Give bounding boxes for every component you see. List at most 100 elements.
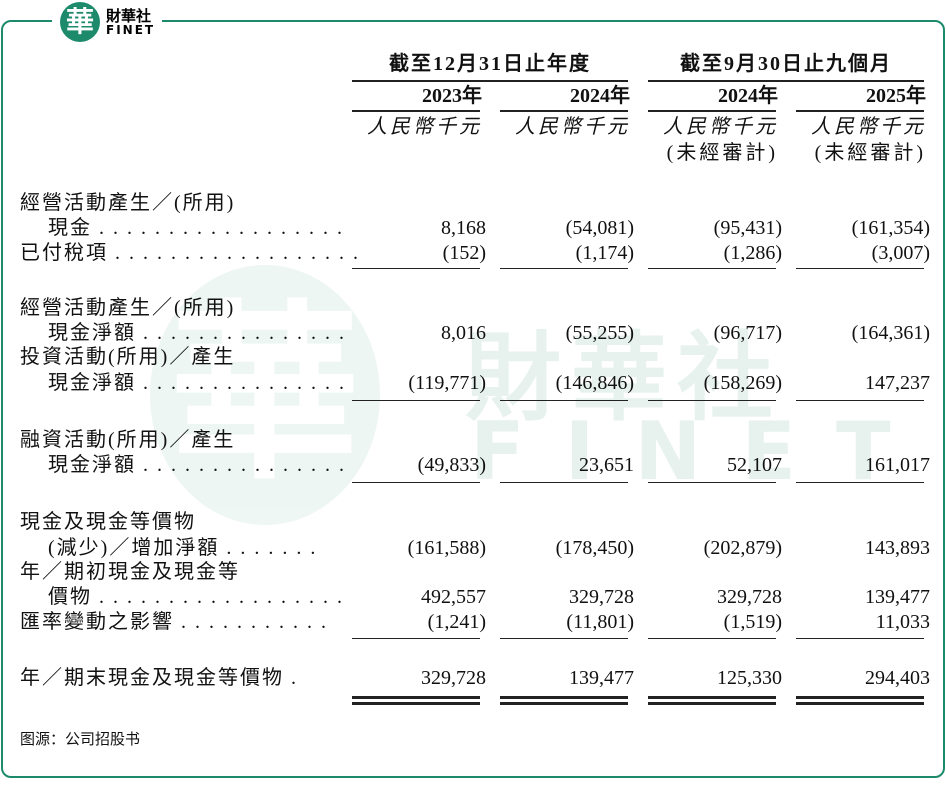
total-rule xyxy=(648,696,776,699)
row-label: 經營活動產生／(所用) xyxy=(20,297,236,319)
row-label: 現金淨額 . . . . . . . . . . . . . . . xyxy=(48,372,346,394)
cell-value: (164,361) xyxy=(851,322,930,344)
cell-value: (1,519) xyxy=(723,611,782,633)
group-header: 截至12月31日止年度 xyxy=(389,53,591,75)
cell-value: 329,728 xyxy=(569,586,634,608)
cell-value: 8,016 xyxy=(441,322,486,344)
unit: 人民幣千元 xyxy=(515,116,630,138)
row-rule xyxy=(352,268,480,269)
cell-value: 8,168 xyxy=(441,217,486,239)
group-rule xyxy=(352,80,628,82)
row-rule xyxy=(500,400,628,401)
row-rule xyxy=(648,638,776,639)
total-rule xyxy=(352,696,480,699)
row-label: (減少)／增加淨額 . . . . . . . xyxy=(48,537,318,559)
cell-value: 139,477 xyxy=(865,586,930,608)
cell-value: 11,033 xyxy=(875,611,930,633)
cell-value: (158,269) xyxy=(703,372,782,394)
row-label: 匯率變動之影響 . . . . . . . . . . . xyxy=(20,611,328,633)
total-rule xyxy=(648,702,776,705)
cell-value: (119,771) xyxy=(408,372,486,394)
row-rule xyxy=(796,482,924,483)
cell-value: (1,174) xyxy=(575,242,634,264)
group-rule xyxy=(648,80,924,82)
cell-value: 492,557 xyxy=(421,586,486,608)
cell-value: (1,241) xyxy=(427,611,486,633)
row-rule xyxy=(352,400,480,401)
cell-value: (146,846) xyxy=(555,372,634,394)
row-rule xyxy=(796,400,924,401)
cell-value: (202,879) xyxy=(703,537,782,559)
row-rule xyxy=(500,268,628,269)
row-rule xyxy=(796,638,924,639)
year-rule xyxy=(796,110,924,112)
year-header: 2023年 xyxy=(422,85,482,107)
row-label: 已付稅項 . . . . . . . . . . . . . . . . . . xyxy=(20,242,360,264)
cell-value: (55,255) xyxy=(565,322,634,344)
row-rule xyxy=(648,268,776,269)
year-header: 2025年 xyxy=(866,85,926,107)
row-rule xyxy=(500,638,628,639)
frame xyxy=(1,20,945,778)
cell-value: 329,728 xyxy=(717,586,782,608)
cell-value: (161,354) xyxy=(851,217,930,239)
watermark-glyph: 華 xyxy=(150,265,380,525)
row-rule xyxy=(648,482,776,483)
watermark-name: 財華社 xyxy=(465,322,783,434)
unit: 人民幣千元 xyxy=(663,116,778,138)
cell-value: 143,893 xyxy=(865,537,930,559)
row-label: 現金淨額 . . . . . . . . . . . . . . . xyxy=(48,322,346,344)
year-header: 2024年 xyxy=(718,85,778,107)
row-label: 融資活動(所用)／產生 xyxy=(20,429,236,451)
year-rule xyxy=(648,110,776,112)
row-rule xyxy=(796,268,924,269)
logo-name: 財華社 xyxy=(106,7,152,25)
cell-value: (95,431) xyxy=(713,217,782,239)
cell-value: (178,450) xyxy=(555,537,634,559)
group-header: 截至9月30日止九個月 xyxy=(680,53,892,75)
row-rule xyxy=(352,638,480,639)
logo-latin: FINET xyxy=(106,23,156,37)
row-label: 現金 . . . . . . . . . . . . . . . . . . xyxy=(48,217,344,239)
year-rule xyxy=(500,110,628,112)
source: 图源：公司招股书 xyxy=(20,730,141,748)
cell-value: (3,007) xyxy=(871,242,930,264)
cell-value: (49,833) xyxy=(417,454,486,476)
row-label: 年／期末現金及現金等價物 . xyxy=(20,667,298,689)
cell-value: 23,651 xyxy=(579,454,634,476)
row-label: 經營活動產生／(所用) xyxy=(20,192,236,214)
unit: 人民幣千元 xyxy=(811,116,926,138)
year-header: 2024年 xyxy=(570,85,630,107)
cell-value: 147,237 xyxy=(865,372,930,394)
total-rule xyxy=(500,696,628,699)
row-label: 年／期初現金及現金等 xyxy=(20,561,240,583)
row-label: 價物 . . . . . . . . . . . . . . . . . . xyxy=(48,586,344,608)
cell-value: (96,717) xyxy=(713,322,782,344)
row-rule xyxy=(648,400,776,401)
year-rule xyxy=(352,110,480,112)
cell-value: (1,286) xyxy=(723,242,782,264)
cell-value: 329,728 xyxy=(421,667,486,689)
row-rule xyxy=(352,482,480,483)
watermark-latin: FINET xyxy=(470,405,931,498)
total-rule xyxy=(796,696,924,699)
row-label: 投資活動(所用)／產生 xyxy=(20,346,236,368)
cell-value: 294,403 xyxy=(865,667,930,689)
unit-note: (未經審計) xyxy=(814,142,926,164)
cell-value: (54,081) xyxy=(565,217,634,239)
logo-badge: 華 xyxy=(60,2,100,42)
cell-value: 161,017 xyxy=(865,454,930,476)
unit-note: (未經審計) xyxy=(666,142,778,164)
total-rule xyxy=(796,702,924,705)
cell-value: 52,107 xyxy=(727,454,782,476)
total-rule xyxy=(500,702,628,705)
row-rule xyxy=(500,482,628,483)
total-rule xyxy=(352,702,480,705)
unit: 人民幣千元 xyxy=(367,116,482,138)
cell-value: (152) xyxy=(442,242,486,264)
cell-value: (11,801) xyxy=(566,611,634,633)
row-label: 現金淨額 . . . . . . . . . . . . . . . xyxy=(48,454,346,476)
cell-value: (161,588) xyxy=(407,537,486,559)
row-label: 現金及現金等價物 xyxy=(20,511,196,533)
